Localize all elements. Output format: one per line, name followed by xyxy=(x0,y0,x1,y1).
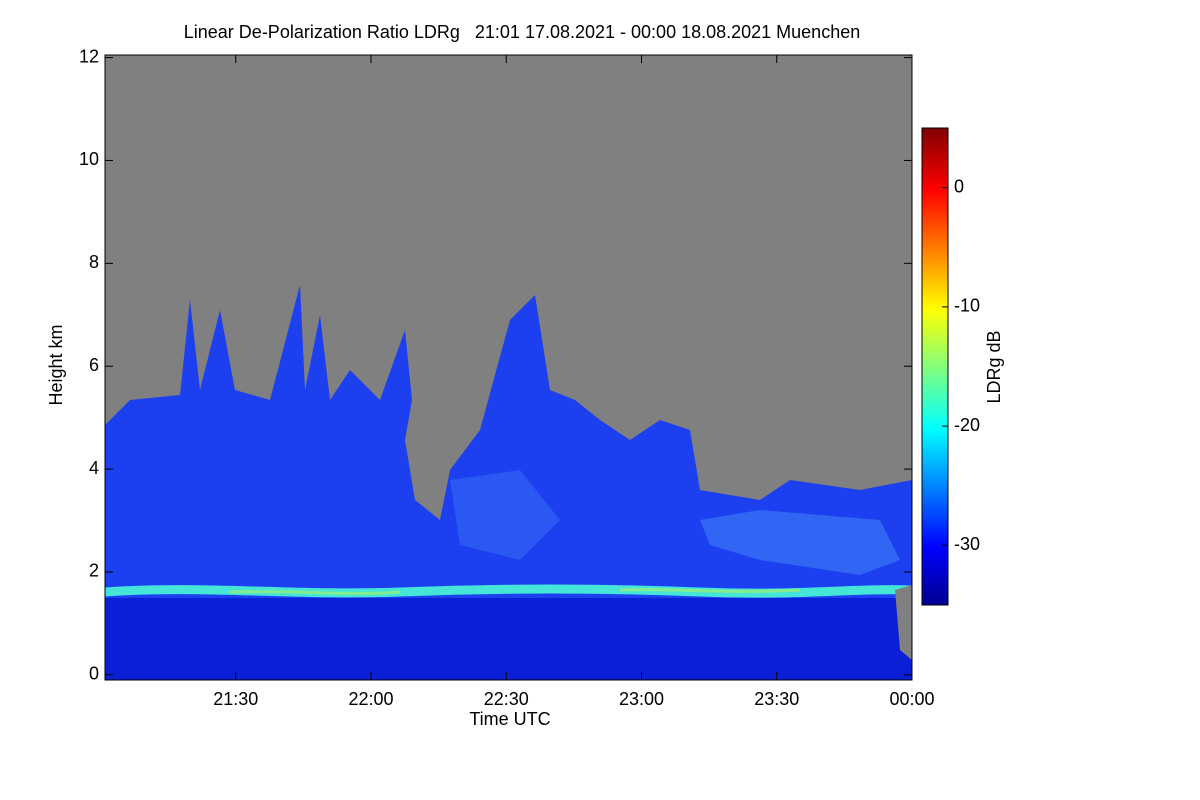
colorbar-tick-label: -20 xyxy=(954,415,980,435)
y-axis-label: Height km xyxy=(46,324,66,405)
colorbar-tick-label: 0 xyxy=(954,176,964,196)
chart-title: Linear De-Polarization Ratio LDRg 21:01 … xyxy=(184,22,860,42)
y-tick-label: 10 xyxy=(79,149,99,169)
colorbar-tick-label: -30 xyxy=(954,534,980,554)
y-tick-label: 2 xyxy=(89,561,99,581)
colorbar xyxy=(921,127,949,606)
colorbar-label: LDRg dB xyxy=(984,330,1004,403)
x-tick-label: 23:30 xyxy=(754,689,799,709)
x-tick-label: 22:30 xyxy=(484,689,529,709)
y-tick-label: 8 xyxy=(89,252,99,272)
y-tick-label: 4 xyxy=(89,458,99,478)
heatmap-image xyxy=(105,55,912,680)
x-tick-label: 22:00 xyxy=(348,689,393,709)
x-axis-label: Time UTC xyxy=(469,709,550,729)
x-tick-label: 00:00 xyxy=(889,689,934,709)
plot-frame xyxy=(104,54,913,681)
y-tick-label: 6 xyxy=(89,355,99,375)
x-tick-label: 23:00 xyxy=(619,689,664,709)
colorbar-tick-label: -10 xyxy=(954,296,980,316)
x-tick-label: 21:30 xyxy=(213,689,258,709)
y-tick-label: 12 xyxy=(79,46,99,66)
y-tick-label: 0 xyxy=(89,664,99,684)
